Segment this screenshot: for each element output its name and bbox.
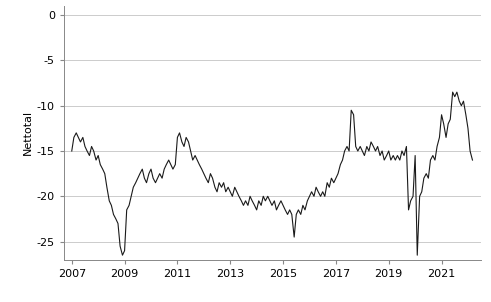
Y-axis label: Nettotal: Nettotal (23, 110, 32, 156)
